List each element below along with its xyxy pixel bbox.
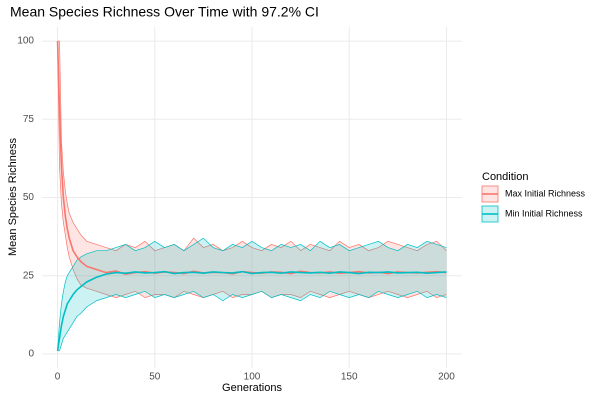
mean-line (56, 270, 447, 351)
ci-ribbon (57, 238, 447, 351)
y-axis-title: Mean Species Richness (7, 138, 19, 257)
y-tick-label: 75 (23, 114, 35, 125)
legend-label: Max Initial Richness (505, 188, 586, 198)
x-axis-title: Generations (222, 382, 282, 394)
x-tick-label: 150 (341, 372, 358, 383)
x-tick-label: 50 (149, 372, 161, 383)
legend-title: Condition (482, 171, 528, 183)
y-tick-label: 50 (23, 192, 35, 203)
chart-title: Mean Species Richness Over Time with 97.… (10, 4, 319, 20)
ci-lower (57, 290, 447, 352)
y-tick-label: 25 (23, 270, 35, 281)
ci-lower (57, 41, 447, 298)
y-tick-label: 0 (28, 349, 34, 360)
ci-upper (57, 237, 447, 351)
x-tick-label: 100 (244, 372, 261, 383)
x-tick-label: 200 (438, 372, 455, 383)
ci-upper (57, 40, 447, 252)
x-tick-label: 0 (55, 372, 61, 383)
y-tick-label: 100 (17, 36, 34, 47)
legend-label: Min Initial Richness (505, 208, 583, 218)
